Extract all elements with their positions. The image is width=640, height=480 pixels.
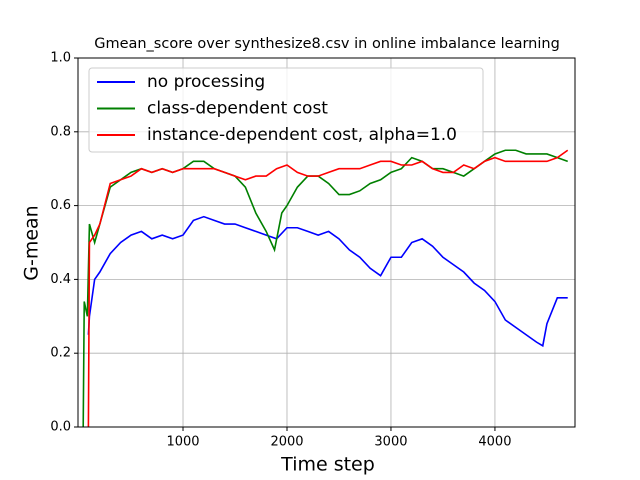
- series-line: [87, 149, 569, 427]
- y-tick-label: 0.2: [50, 346, 71, 361]
- y-axis-label: G-mean: [21, 205, 43, 280]
- y-tick-label: 0.6: [50, 198, 71, 213]
- legend-box: [88, 67, 484, 153]
- chart-title: Gmean_score over synthesize8.csv in onli…: [94, 36, 560, 52]
- y-tick-label: 0.0: [50, 420, 71, 435]
- legend-label: class-dependent cost: [147, 99, 328, 119]
- plot-frame: [77, 57, 576, 428]
- legend-label: instance-dependent cost, alpha=1.0: [147, 125, 457, 145]
- y-tick-label: 0.4: [50, 272, 71, 287]
- y-tick-label: 1.0: [50, 51, 71, 66]
- y-tick-label: 0.8: [50, 124, 71, 139]
- x-axis-label: Time step: [280, 454, 375, 476]
- x-tick-label: 1000: [166, 435, 199, 450]
- legend-label: no processing: [147, 72, 265, 92]
- x-tick-label: 3000: [374, 435, 407, 450]
- x-tick-label: 2000: [270, 435, 303, 450]
- series-line: [87, 215, 568, 348]
- x-tick-label: 4000: [478, 435, 511, 450]
